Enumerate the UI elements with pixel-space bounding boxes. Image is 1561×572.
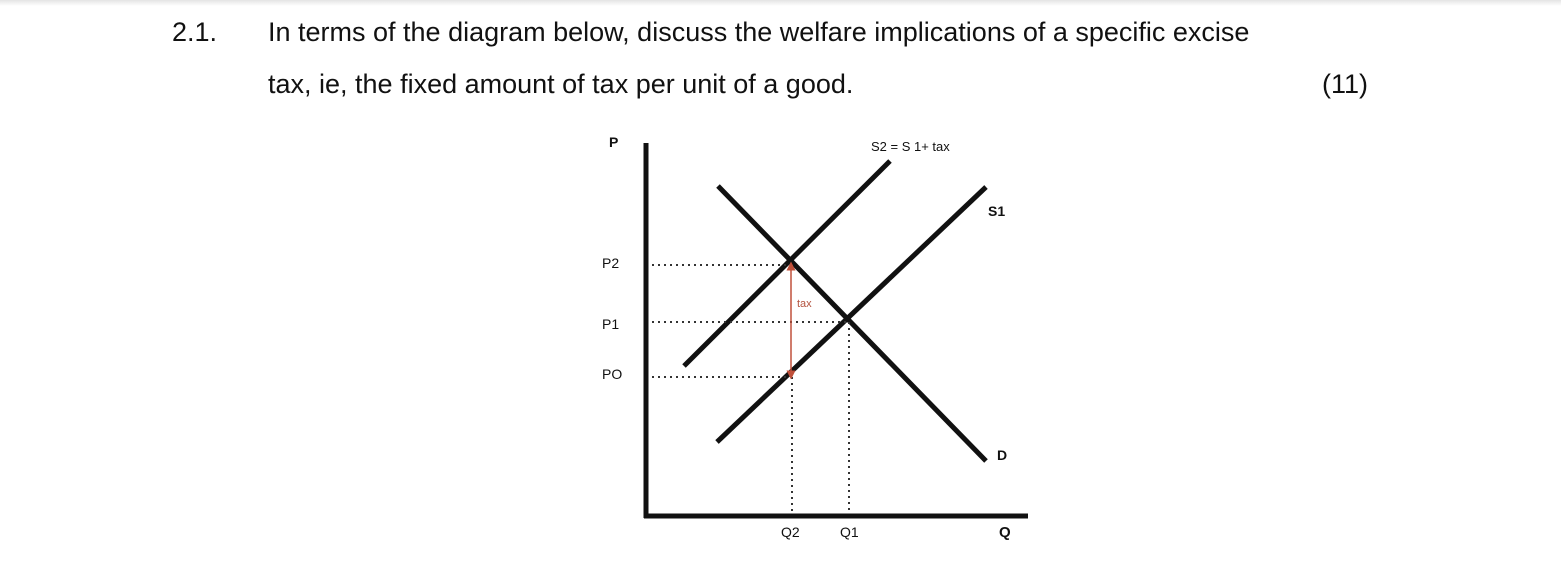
- price-label-p0: PO: [602, 366, 622, 382]
- page-top-edge: [0, 0, 1561, 6]
- supply-curve-s1: [715, 185, 988, 444]
- tax-label: tax: [797, 298, 812, 310]
- price-label-p2: P2: [602, 255, 619, 271]
- question-number: 2.1.: [172, 17, 218, 47]
- s1-curve-label: S1: [988, 203, 1005, 219]
- demand-curve: [716, 184, 988, 463]
- question-text-line-2: tax, ie, the fixed amount of tax per uni…: [268, 69, 854, 99]
- demand-curve-label: D: [997, 447, 1007, 463]
- supply-curve-s2: [682, 159, 892, 368]
- s2-curve-label: S2 = S 1+ tax: [871, 139, 950, 154]
- quantity-label-q1: Q1: [840, 524, 859, 540]
- x-axis-label: Q: [999, 524, 1011, 541]
- y-axis-label: P: [609, 134, 618, 150]
- question-marks: (11): [1322, 69, 1369, 99]
- quantity-label-q2: Q2: [781, 524, 800, 540]
- question-text-line-1: In terms of the diagram below, discuss t…: [268, 17, 1250, 47]
- price-label-p1: P1: [602, 316, 619, 332]
